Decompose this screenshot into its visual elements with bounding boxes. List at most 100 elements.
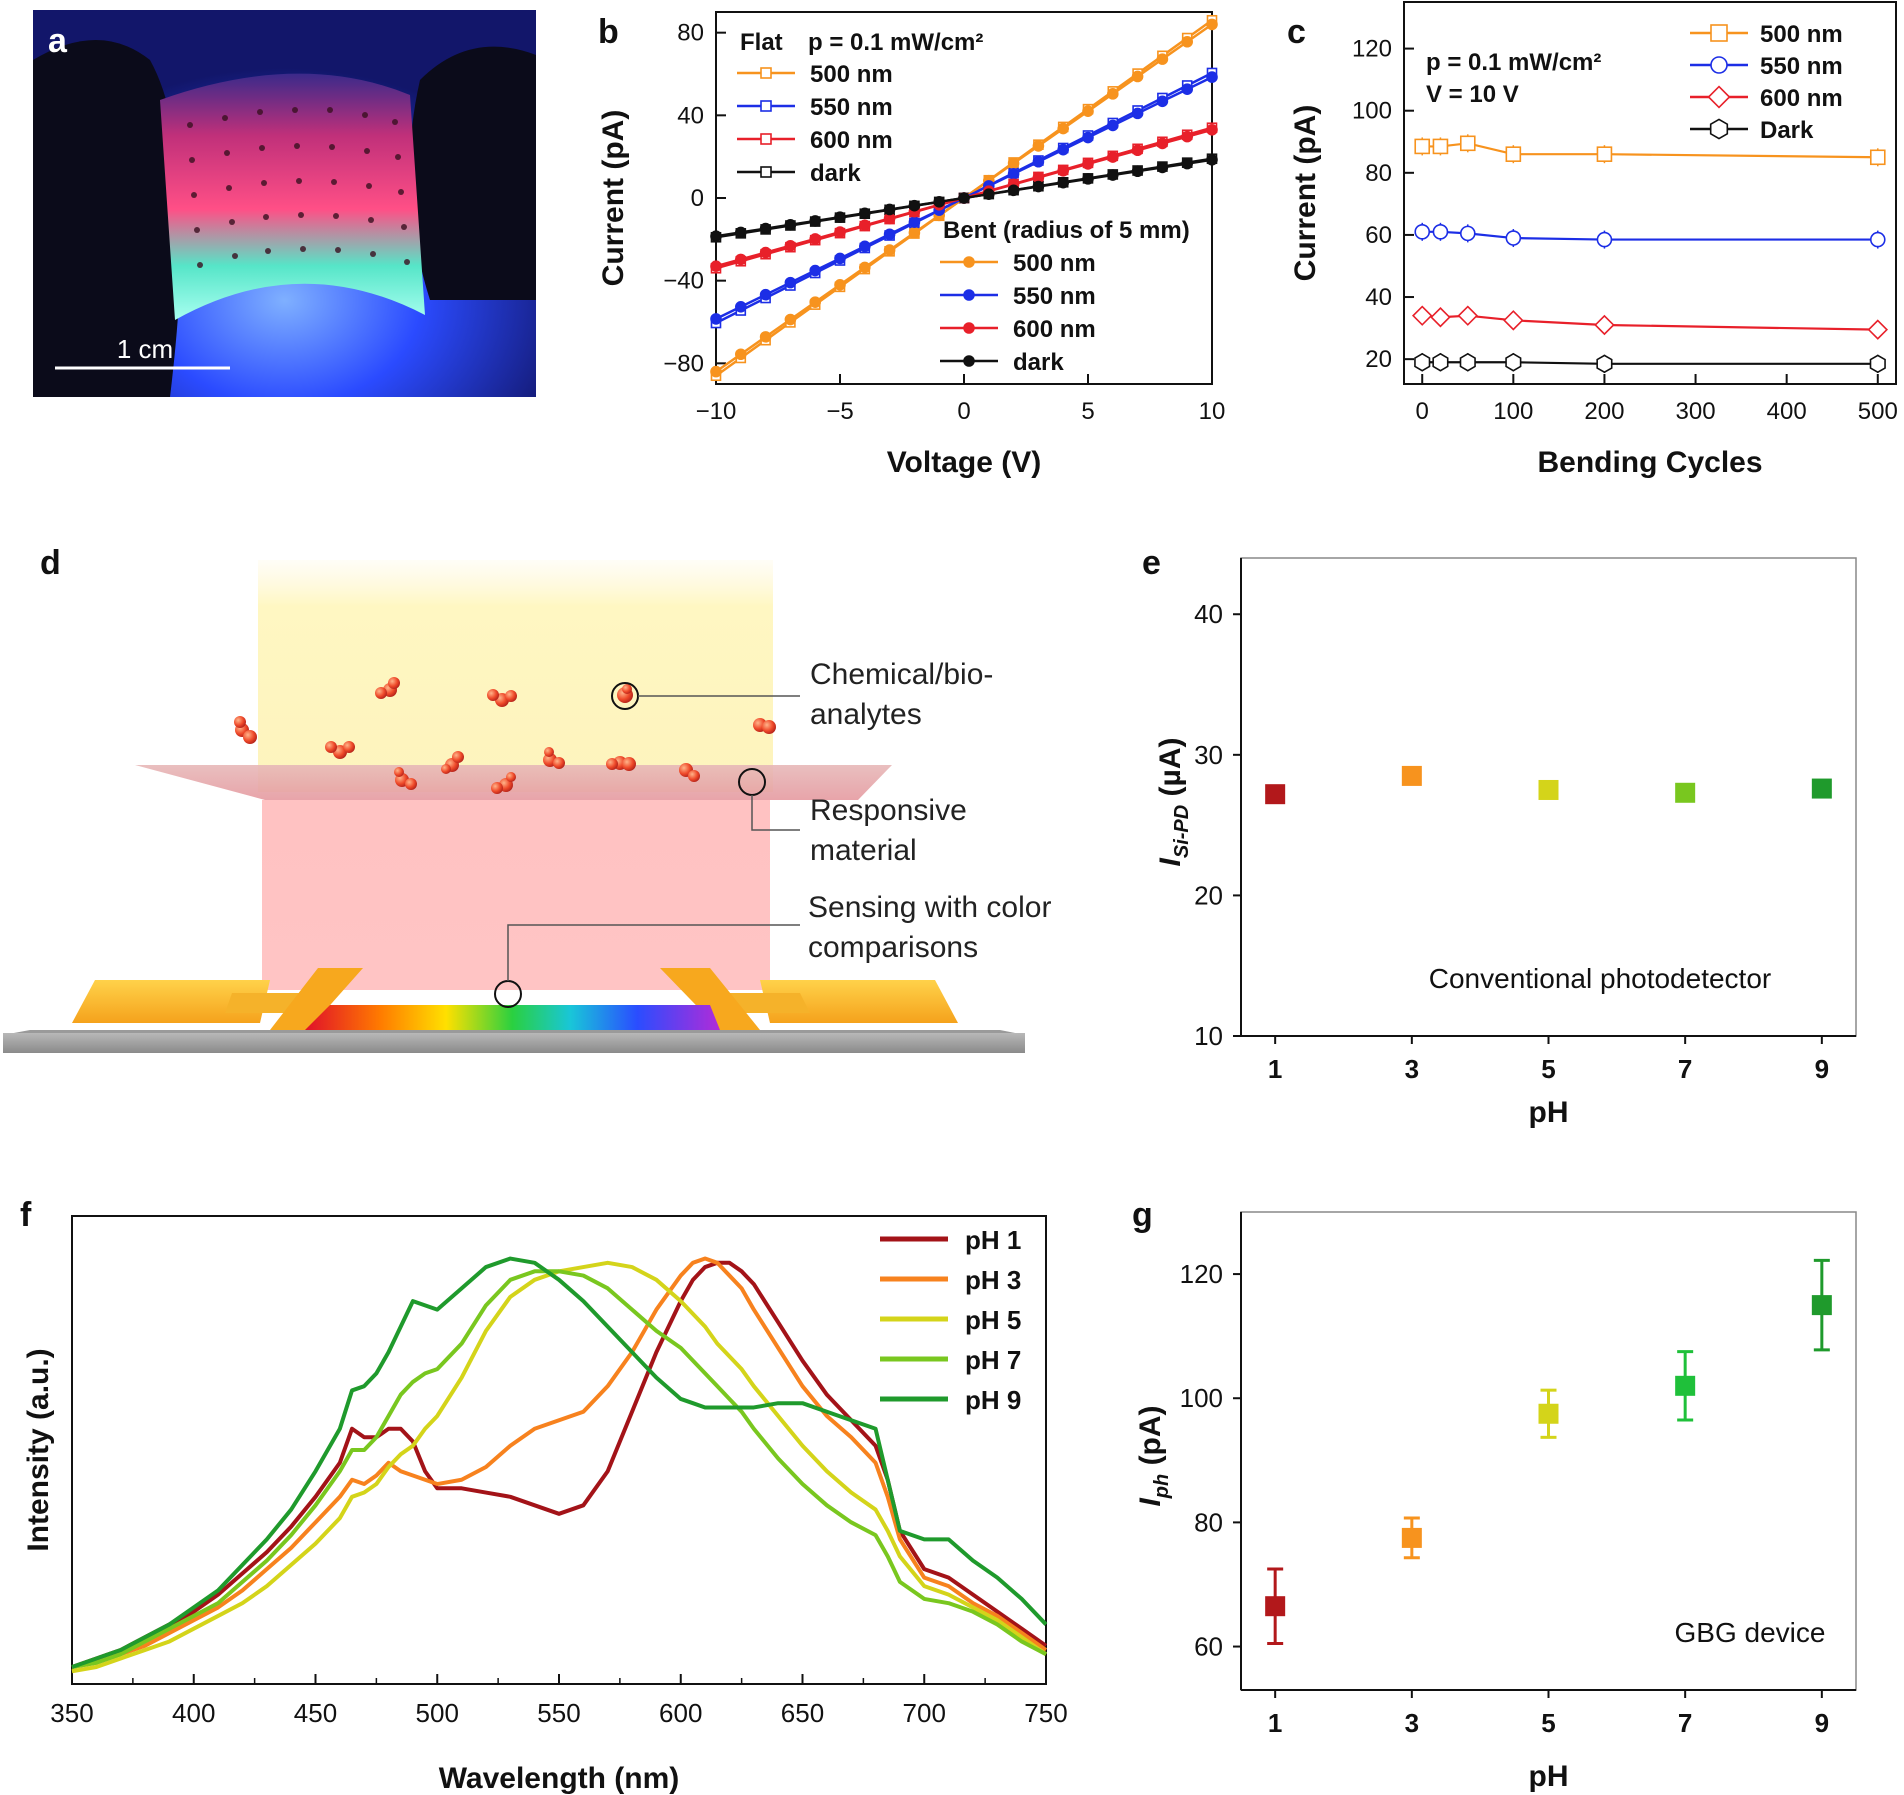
y-axis-title: ISi-PD (µA) bbox=[1154, 738, 1193, 867]
data-point bbox=[933, 196, 946, 208]
x-tick-label: 700 bbox=[903, 1698, 946, 1728]
legend-marker bbox=[1709, 118, 1729, 140]
data-point bbox=[834, 278, 846, 291]
x-tick-label: 5 bbox=[1081, 398, 1094, 425]
legend-label: pH 7 bbox=[965, 1345, 1021, 1375]
x-tick-label: 7 bbox=[1678, 1708, 1692, 1738]
data-point bbox=[1032, 180, 1045, 193]
data-point bbox=[1505, 146, 1522, 162]
legend-label: 600 nm bbox=[810, 127, 893, 154]
data-point bbox=[1206, 153, 1218, 166]
legend-marker bbox=[760, 67, 772, 79]
y-tick-label: 30 bbox=[1194, 740, 1223, 770]
data-point bbox=[1432, 352, 1449, 372]
x-axis-title: Wavelength (nm) bbox=[439, 1762, 680, 1795]
series-line bbox=[1422, 361, 1878, 365]
y-axis-title-sub: Si-PD bbox=[1171, 805, 1193, 858]
data-point bbox=[809, 233, 822, 245]
legend-label: 500 nm bbox=[1013, 250, 1096, 277]
data-point bbox=[1082, 131, 1094, 144]
data-point-ph-3 bbox=[1401, 765, 1422, 786]
data-point bbox=[1206, 18, 1218, 31]
x-axis-title: pH bbox=[1529, 1096, 1569, 1129]
x-tick-label: 1 bbox=[1268, 1708, 1282, 1738]
data-point bbox=[784, 313, 797, 326]
legend-label: 550 nm bbox=[1013, 283, 1096, 310]
data-point bbox=[809, 215, 822, 227]
panel-label-d: d bbox=[40, 544, 61, 582]
data-point bbox=[1107, 151, 1119, 163]
x-tick-label: 3 bbox=[1405, 1054, 1419, 1084]
y-tick-label: 10 bbox=[1194, 1021, 1223, 1051]
y-tick-label: 0 bbox=[691, 185, 704, 212]
data-point bbox=[809, 296, 822, 308]
data-point bbox=[834, 252, 846, 265]
data-point bbox=[1156, 161, 1169, 174]
data-point bbox=[1596, 231, 1613, 248]
x-tick-label: 500 bbox=[416, 1698, 459, 1728]
legend-marker bbox=[760, 133, 772, 145]
light-beam-bottom bbox=[262, 800, 770, 990]
data-point bbox=[883, 244, 896, 256]
legend-label: pH 5 bbox=[965, 1305, 1021, 1335]
data-point bbox=[1057, 122, 1069, 135]
x-tick-label: 600 bbox=[659, 1698, 702, 1728]
y-axis-title-unit: (pA) bbox=[1134, 1405, 1167, 1473]
x-tick-label: 100 bbox=[1493, 398, 1533, 425]
y-tick-label: 40 bbox=[1194, 599, 1223, 629]
data-point bbox=[759, 331, 772, 343]
callout-sensing-line bbox=[507, 924, 800, 981]
x-tick-label: 400 bbox=[1767, 398, 1807, 425]
series-line bbox=[1422, 142, 1878, 159]
data-point bbox=[1007, 168, 1020, 180]
data-point bbox=[858, 261, 871, 274]
data-point bbox=[1206, 71, 1218, 83]
data-point bbox=[1869, 231, 1886, 248]
data-point bbox=[1057, 176, 1069, 189]
x-tick-label: 300 bbox=[1676, 398, 1716, 425]
legend-marker bbox=[1710, 56, 1728, 74]
annotation-voltage: V = 10 V bbox=[1426, 81, 1519, 108]
data-point bbox=[809, 264, 822, 277]
y-tick-label: 40 bbox=[677, 102, 704, 129]
data-point bbox=[710, 313, 722, 325]
data-point bbox=[710, 230, 722, 243]
series-550-nm bbox=[1414, 222, 1886, 249]
data-point bbox=[908, 216, 921, 228]
x-axis-title: pH bbox=[1529, 1760, 1569, 1793]
spectrum-pH-3 bbox=[71, 1256, 1048, 1669]
data-point-ph-5 bbox=[1538, 1403, 1559, 1424]
legend-label: pH 3 bbox=[965, 1265, 1021, 1295]
legend-marker bbox=[963, 256, 975, 268]
x-tick-label: 9 bbox=[1815, 1708, 1829, 1738]
y-tick-label: −40 bbox=[663, 268, 704, 295]
data-point bbox=[1156, 95, 1169, 108]
annotation: Conventional photodetector bbox=[1429, 963, 1771, 994]
chart-f: 350 400 450 500 550 600 650 700 750 Wavelength (n… bbox=[20, 1196, 1068, 1795]
data-point bbox=[883, 203, 896, 216]
x-tick-label: 9 bbox=[1815, 1054, 1829, 1084]
y-axis-title-unit: (µA) bbox=[1154, 738, 1187, 805]
data-point bbox=[858, 219, 871, 232]
callout-analytes-text-1: Chemical/bio- bbox=[810, 658, 993, 691]
x-tick-label: 750 bbox=[1024, 1698, 1067, 1728]
data-point bbox=[1414, 138, 1431, 155]
y-axis-title-main: I bbox=[1134, 1498, 1167, 1507]
data-point bbox=[1181, 130, 1193, 143]
data-point bbox=[734, 253, 747, 266]
data-point-ph-3 bbox=[1401, 1527, 1422, 1548]
data-point-ph-7 bbox=[1675, 1375, 1696, 1396]
data-point bbox=[710, 260, 722, 273]
electrode-dot-grid bbox=[187, 107, 410, 268]
data-point bbox=[1131, 70, 1144, 83]
data-point bbox=[1505, 352, 1522, 372]
legend-label: Dark bbox=[1760, 117, 1814, 144]
x-tick-label: 3 bbox=[1405, 1708, 1419, 1738]
legend-marker bbox=[760, 166, 772, 178]
x-tick-label: 650 bbox=[781, 1698, 824, 1728]
data-point-ph-1 bbox=[1265, 1596, 1286, 1617]
electrode-left-pad bbox=[72, 980, 270, 1023]
y-axis-title: Intensity (a.u.) bbox=[22, 1348, 55, 1551]
data-point bbox=[1181, 157, 1193, 170]
y-tick-label: 120 bbox=[1352, 36, 1392, 63]
